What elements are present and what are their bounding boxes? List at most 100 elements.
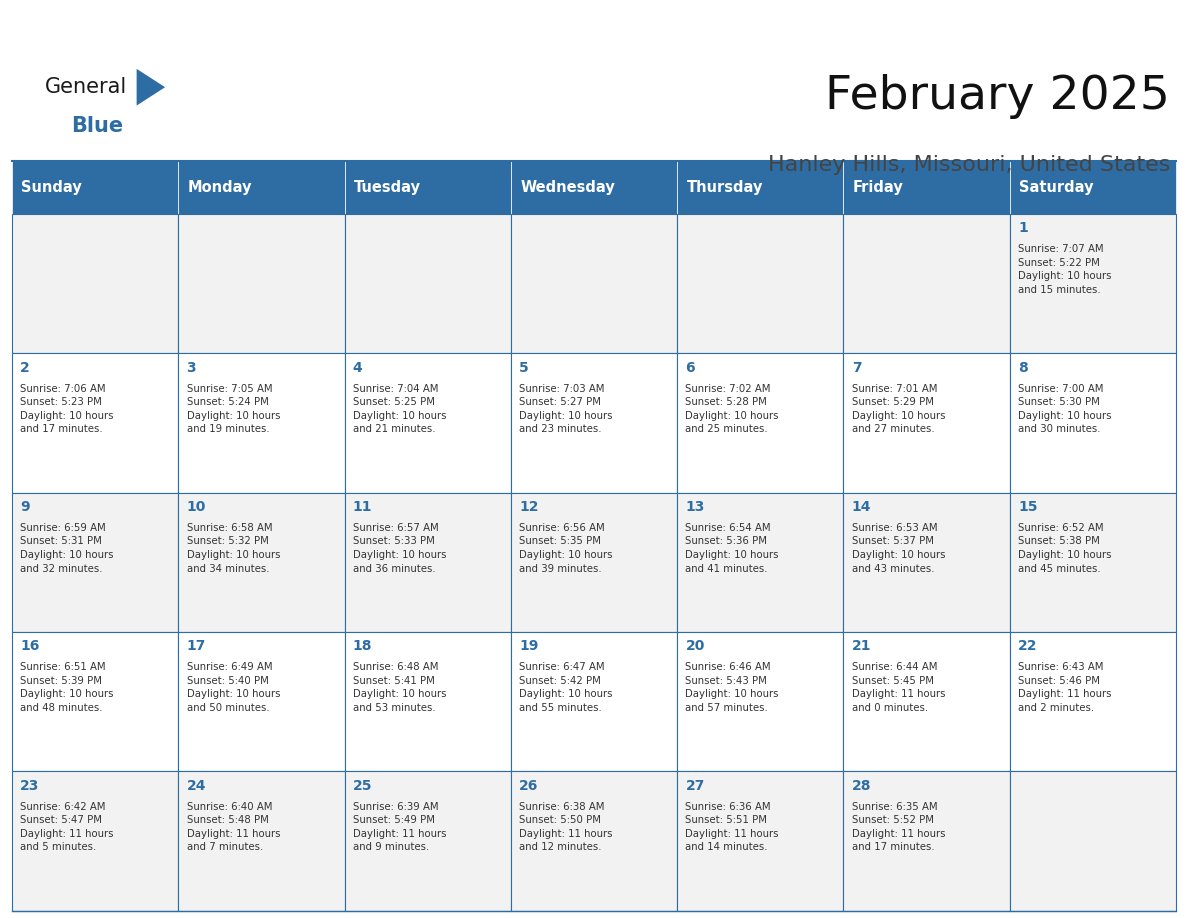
Text: Sunrise: 7:07 AM
Sunset: 5:22 PM
Daylight: 10 hours
and 15 minutes.: Sunrise: 7:07 AM Sunset: 5:22 PM Dayligh…	[1018, 244, 1112, 295]
Text: Sunrise: 6:49 AM
Sunset: 5:40 PM
Daylight: 10 hours
and 50 minutes.: Sunrise: 6:49 AM Sunset: 5:40 PM Dayligh…	[187, 662, 280, 713]
Text: Sunrise: 7:04 AM
Sunset: 5:25 PM
Daylight: 10 hours
and 21 minutes.: Sunrise: 7:04 AM Sunset: 5:25 PM Dayligh…	[353, 384, 447, 434]
Text: 27: 27	[685, 778, 704, 792]
Bar	[178, 771, 345, 911]
Bar	[677, 632, 843, 771]
Text: 13: 13	[685, 500, 704, 514]
Text: Saturday: Saturday	[1019, 180, 1094, 195]
Bar	[843, 161, 1010, 214]
Text: 5: 5	[519, 361, 529, 375]
Text: Hanley Hills, Missouri, United States: Hanley Hills, Missouri, United States	[767, 155, 1170, 175]
Bar	[843, 632, 1010, 771]
Text: 18: 18	[353, 639, 372, 654]
Text: 1: 1	[1018, 221, 1028, 235]
Text: Sunrise: 6:36 AM
Sunset: 5:51 PM
Daylight: 11 hours
and 14 minutes.: Sunrise: 6:36 AM Sunset: 5:51 PM Dayligh…	[685, 801, 779, 853]
Bar	[178, 353, 345, 493]
Text: 9: 9	[20, 500, 30, 514]
Text: Thursday: Thursday	[687, 180, 763, 195]
Bar	[843, 771, 1010, 911]
Text: Sunday: Sunday	[21, 180, 82, 195]
Bar	[12, 214, 178, 353]
Bar	[677, 214, 843, 353]
Bar	[178, 161, 345, 214]
Bar	[1010, 353, 1176, 493]
Text: Friday: Friday	[853, 180, 904, 195]
Text: February 2025: February 2025	[826, 73, 1170, 119]
Text: Monday: Monday	[188, 180, 252, 195]
Bar	[345, 493, 511, 632]
Bar	[1010, 771, 1176, 911]
Bar	[12, 771, 178, 911]
Bar	[677, 493, 843, 632]
Text: 28: 28	[852, 778, 871, 792]
Bar	[511, 214, 677, 353]
Bar	[178, 214, 345, 353]
Bar	[345, 632, 511, 771]
Text: 22: 22	[1018, 639, 1037, 654]
Text: 19: 19	[519, 639, 538, 654]
Bar	[677, 161, 843, 214]
Bar	[677, 771, 843, 911]
Bar	[677, 353, 843, 493]
Text: 15: 15	[1018, 500, 1037, 514]
Text: Sunrise: 6:47 AM
Sunset: 5:42 PM
Daylight: 10 hours
and 55 minutes.: Sunrise: 6:47 AM Sunset: 5:42 PM Dayligh…	[519, 662, 613, 713]
Bar	[178, 493, 345, 632]
Bar	[12, 493, 178, 632]
Text: Sunrise: 6:46 AM
Sunset: 5:43 PM
Daylight: 10 hours
and 57 minutes.: Sunrise: 6:46 AM Sunset: 5:43 PM Dayligh…	[685, 662, 779, 713]
Bar	[843, 214, 1010, 353]
Bar	[511, 353, 677, 493]
Text: Sunrise: 7:06 AM
Sunset: 5:23 PM
Daylight: 10 hours
and 17 minutes.: Sunrise: 7:06 AM Sunset: 5:23 PM Dayligh…	[20, 384, 114, 434]
Bar	[511, 161, 677, 214]
Text: Sunrise: 7:01 AM
Sunset: 5:29 PM
Daylight: 10 hours
and 27 minutes.: Sunrise: 7:01 AM Sunset: 5:29 PM Dayligh…	[852, 384, 946, 434]
Bar	[12, 353, 178, 493]
Polygon shape	[137, 69, 165, 106]
Text: Sunrise: 7:05 AM
Sunset: 5:24 PM
Daylight: 10 hours
and 19 minutes.: Sunrise: 7:05 AM Sunset: 5:24 PM Dayligh…	[187, 384, 280, 434]
Text: Sunrise: 6:40 AM
Sunset: 5:48 PM
Daylight: 11 hours
and 7 minutes.: Sunrise: 6:40 AM Sunset: 5:48 PM Dayligh…	[187, 801, 280, 853]
Text: Sunrise: 6:57 AM
Sunset: 5:33 PM
Daylight: 10 hours
and 36 minutes.: Sunrise: 6:57 AM Sunset: 5:33 PM Dayligh…	[353, 523, 447, 574]
Bar	[843, 353, 1010, 493]
Text: 24: 24	[187, 778, 206, 792]
Bar	[1010, 493, 1176, 632]
Text: 16: 16	[20, 639, 39, 654]
Text: 12: 12	[519, 500, 538, 514]
Text: Sunrise: 7:02 AM
Sunset: 5:28 PM
Daylight: 10 hours
and 25 minutes.: Sunrise: 7:02 AM Sunset: 5:28 PM Dayligh…	[685, 384, 779, 434]
Text: 11: 11	[353, 500, 372, 514]
Text: 7: 7	[852, 361, 861, 375]
Bar	[511, 771, 677, 911]
Bar	[345, 771, 511, 911]
Text: General: General	[45, 77, 127, 97]
Text: 3: 3	[187, 361, 196, 375]
Bar	[511, 493, 677, 632]
Text: 8: 8	[1018, 361, 1028, 375]
Text: 6: 6	[685, 361, 695, 375]
Text: Sunrise: 6:39 AM
Sunset: 5:49 PM
Daylight: 11 hours
and 9 minutes.: Sunrise: 6:39 AM Sunset: 5:49 PM Dayligh…	[353, 801, 447, 853]
Text: Sunrise: 6:59 AM
Sunset: 5:31 PM
Daylight: 10 hours
and 32 minutes.: Sunrise: 6:59 AM Sunset: 5:31 PM Dayligh…	[20, 523, 114, 574]
Text: Sunrise: 6:43 AM
Sunset: 5:46 PM
Daylight: 11 hours
and 2 minutes.: Sunrise: 6:43 AM Sunset: 5:46 PM Dayligh…	[1018, 662, 1112, 713]
Text: 17: 17	[187, 639, 206, 654]
Text: Sunrise: 6:44 AM
Sunset: 5:45 PM
Daylight: 11 hours
and 0 minutes.: Sunrise: 6:44 AM Sunset: 5:45 PM Dayligh…	[852, 662, 946, 713]
Text: Sunrise: 6:58 AM
Sunset: 5:32 PM
Daylight: 10 hours
and 34 minutes.: Sunrise: 6:58 AM Sunset: 5:32 PM Dayligh…	[187, 523, 280, 574]
Text: Sunrise: 6:53 AM
Sunset: 5:37 PM
Daylight: 10 hours
and 43 minutes.: Sunrise: 6:53 AM Sunset: 5:37 PM Dayligh…	[852, 523, 946, 574]
Text: Sunrise: 7:03 AM
Sunset: 5:27 PM
Daylight: 10 hours
and 23 minutes.: Sunrise: 7:03 AM Sunset: 5:27 PM Dayligh…	[519, 384, 613, 434]
Text: Sunrise: 6:48 AM
Sunset: 5:41 PM
Daylight: 10 hours
and 53 minutes.: Sunrise: 6:48 AM Sunset: 5:41 PM Dayligh…	[353, 662, 447, 713]
Text: Wednesday: Wednesday	[520, 180, 615, 195]
Bar	[511, 632, 677, 771]
Text: 23: 23	[20, 778, 39, 792]
Text: Sunrise: 6:56 AM
Sunset: 5:35 PM
Daylight: 10 hours
and 39 minutes.: Sunrise: 6:56 AM Sunset: 5:35 PM Dayligh…	[519, 523, 613, 574]
Bar	[345, 214, 511, 353]
Text: 14: 14	[852, 500, 871, 514]
Text: 26: 26	[519, 778, 538, 792]
Text: Sunrise: 6:38 AM
Sunset: 5:50 PM
Daylight: 11 hours
and 12 minutes.: Sunrise: 6:38 AM Sunset: 5:50 PM Dayligh…	[519, 801, 613, 853]
Text: Sunrise: 6:52 AM
Sunset: 5:38 PM
Daylight: 10 hours
and 45 minutes.: Sunrise: 6:52 AM Sunset: 5:38 PM Dayligh…	[1018, 523, 1112, 574]
Text: Tuesday: Tuesday	[354, 180, 421, 195]
Bar	[1010, 161, 1176, 214]
Text: Sunrise: 7:00 AM
Sunset: 5:30 PM
Daylight: 10 hours
and 30 minutes.: Sunrise: 7:00 AM Sunset: 5:30 PM Dayligh…	[1018, 384, 1112, 434]
Text: 21: 21	[852, 639, 871, 654]
Bar	[1010, 632, 1176, 771]
Text: Sunrise: 6:42 AM
Sunset: 5:47 PM
Daylight: 11 hours
and 5 minutes.: Sunrise: 6:42 AM Sunset: 5:47 PM Dayligh…	[20, 801, 114, 853]
Bar	[178, 632, 345, 771]
Bar	[345, 161, 511, 214]
Bar	[12, 632, 178, 771]
Text: Blue: Blue	[71, 116, 124, 136]
Text: 10: 10	[187, 500, 206, 514]
Bar	[12, 161, 178, 214]
